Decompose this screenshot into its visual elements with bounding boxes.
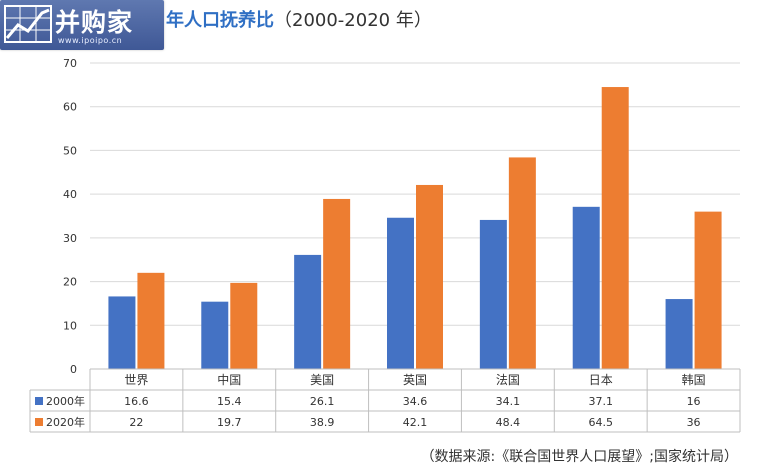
legend-swatch-2000 <box>35 397 43 405</box>
bar-2000 <box>108 296 136 369</box>
data-table-value: 42.1 <box>403 416 428 429</box>
x-category-label: 日本 <box>589 373 613 387</box>
x-category-label: 法国 <box>496 373 520 387</box>
y-tick-label: 40 <box>63 188 77 201</box>
data-table-value: 64.5 <box>588 416 613 429</box>
bar-2020 <box>137 272 165 369</box>
x-category-label: 美国 <box>310 373 334 387</box>
legend-label: 2020年 <box>46 415 85 429</box>
bar-2000 <box>665 299 693 369</box>
x-category-label: 世界 <box>124 373 148 387</box>
data-table-value: 19.7 <box>217 416 242 429</box>
data-table-value: 48.4 <box>496 416 521 429</box>
bar-2000 <box>387 217 414 369</box>
bar-2020 <box>323 198 351 369</box>
chart-title-sub: （2000-2020 年） <box>274 10 432 31</box>
y-tick-label: 10 <box>63 319 77 332</box>
chart-logo-icon <box>4 5 52 43</box>
bar-2020 <box>416 184 443 369</box>
x-category-label: 中国 <box>217 372 241 387</box>
bar-2000 <box>479 219 507 369</box>
data-table-value: 22 <box>129 416 143 429</box>
data-table-value: 34.6 <box>403 395 428 408</box>
legend-label: 2000年 <box>46 394 85 408</box>
y-tick-label: 70 <box>63 57 77 70</box>
y-tick-label: 60 <box>63 101 77 114</box>
data-table-value: 16 <box>687 395 701 408</box>
source-note: （数据来源:《联合国世界人口展望》;国家统计局） <box>420 449 738 465</box>
logo-watermark: 并购家 www.ipoipo.cn <box>0 0 164 50</box>
bar-2020 <box>230 282 258 369</box>
data-table-value: 34.1 <box>496 395 521 408</box>
data-table-value: 26.1 <box>310 395 335 408</box>
y-tick-label: 20 <box>63 276 77 289</box>
legend-swatch-2020 <box>35 418 43 426</box>
bar-2020 <box>694 211 722 369</box>
bar-2000 <box>201 301 229 369</box>
y-tick-label: 30 <box>63 232 77 245</box>
logo-url: www.ipoipo.cn <box>58 36 123 45</box>
y-tick-label: 0 <box>70 363 77 376</box>
bar-2020 <box>601 87 629 370</box>
x-category-label: 韩国 <box>682 372 706 387</box>
data-table-value: 38.9 <box>310 416 335 429</box>
bar-2000 <box>294 254 322 369</box>
chart-title: 年人口抚养比（2000-2020 年） <box>166 6 432 32</box>
bar-2020 <box>508 157 536 369</box>
bar-2000 <box>572 206 600 369</box>
data-table-value: 36 <box>687 416 701 429</box>
bar-chart: 0 10 20 30 40 50 60 70 世界 中国 美国 英国 法国 日本 韩国 2000年 16.6 15… <box>29 57 741 433</box>
chart-title-main: 年人口抚养比 <box>166 10 274 31</box>
logo-text: 并购家 <box>55 8 134 37</box>
data-table-value: 15.4 <box>217 395 242 408</box>
x-category-label: 英国 <box>403 373 427 387</box>
data-table-value: 37.1 <box>588 395 613 408</box>
data-table-value: 16.6 <box>124 395 149 408</box>
y-tick-label: 50 <box>63 144 77 157</box>
